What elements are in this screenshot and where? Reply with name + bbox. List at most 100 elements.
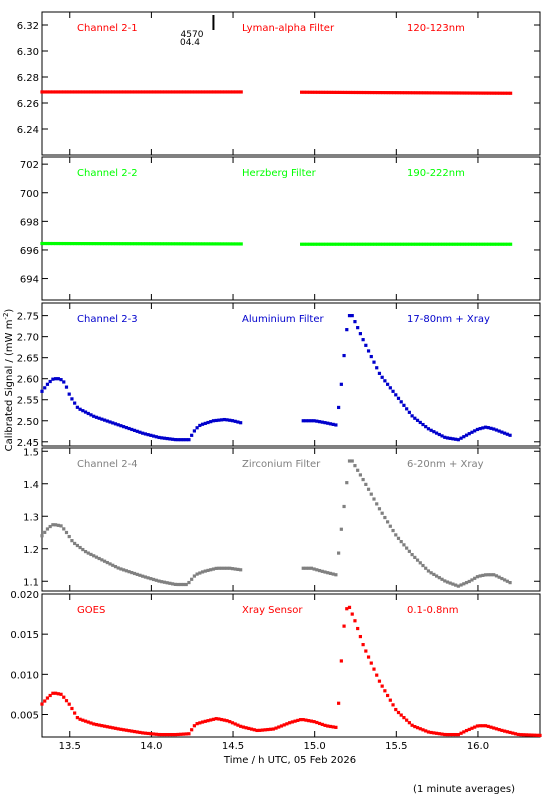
data-point (132, 729, 137, 734)
data-point (357, 242, 361, 246)
data-point (160, 90, 164, 94)
data-point (45, 90, 50, 94)
data-point (108, 420, 112, 424)
data-point (212, 242, 216, 246)
data-point (215, 242, 219, 246)
y-tick-label: 0.010 (10, 670, 39, 681)
data-point (487, 242, 491, 246)
data-point (124, 425, 128, 430)
data-point (434, 431, 439, 435)
data-point (421, 422, 425, 427)
data-point (338, 90, 342, 94)
data-point (154, 578, 158, 582)
data-point (366, 655, 371, 659)
footnote: (1 minute averages) (413, 784, 515, 795)
data-point (432, 572, 436, 577)
data-point (214, 566, 218, 570)
data-point (361, 338, 365, 342)
data-point (473, 91, 477, 95)
y-tick-label: 2.70 (17, 333, 39, 344)
data-point (454, 91, 458, 95)
data-point (419, 242, 423, 246)
data-point (372, 667, 376, 671)
y-tick-label: 6.26 (17, 99, 39, 110)
data-point (326, 421, 330, 425)
data-point (432, 430, 436, 434)
data-point (127, 90, 131, 94)
data-point (62, 90, 66, 94)
data-point (405, 718, 409, 722)
data-point (122, 568, 126, 572)
data-point (495, 242, 499, 246)
data-point (405, 546, 409, 550)
data-point (319, 90, 323, 94)
data-point (362, 90, 366, 95)
data-point (296, 718, 300, 722)
data-point (141, 242, 145, 246)
data-point (383, 379, 387, 383)
x-axis-label: Time / h UTC, 05 Feb 2026 (223, 755, 356, 766)
data-point (380, 684, 384, 688)
data-point (407, 549, 411, 553)
data-point (323, 723, 327, 727)
data-point (217, 717, 221, 721)
data-point (456, 438, 460, 442)
band-label: 17-80nm + Xray (407, 314, 490, 325)
data-point (86, 720, 90, 724)
series-name: GOES (77, 605, 105, 616)
data-point (386, 693, 390, 698)
data-point (293, 719, 297, 723)
data-point (414, 91, 418, 95)
data-point (350, 612, 354, 616)
data-point (324, 90, 328, 94)
data-point (225, 90, 230, 94)
data-point (113, 726, 118, 730)
data-point (434, 731, 439, 735)
data-point (285, 722, 289, 726)
data-point (329, 90, 334, 94)
data-point (323, 570, 327, 574)
data-point (64, 90, 69, 94)
data-point (83, 719, 88, 723)
data-point (70, 397, 74, 401)
data-point (54, 377, 58, 381)
y-tick-label: 0.005 (10, 711, 39, 722)
data-point (410, 414, 414, 418)
data-point (190, 728, 194, 732)
data-point (171, 582, 175, 586)
data-point (78, 407, 82, 411)
data-point (430, 242, 434, 246)
data-point (449, 91, 453, 95)
data-point (102, 559, 107, 563)
data-point (163, 90, 167, 94)
data-point (473, 725, 477, 729)
data-point (89, 552, 93, 557)
data-point (201, 242, 205, 246)
data-point (138, 242, 142, 246)
data-point (165, 732, 169, 737)
data-point (301, 419, 305, 423)
data-point (151, 577, 156, 582)
data-point (113, 422, 118, 426)
data-point (430, 91, 434, 95)
data-point (70, 539, 74, 543)
data-point (386, 382, 390, 386)
data-point (40, 90, 44, 94)
data-point (339, 382, 343, 386)
data-point (241, 725, 245, 729)
data-point (497, 575, 501, 579)
data-point (307, 566, 311, 570)
data-point (337, 551, 341, 555)
data-point (380, 511, 384, 515)
data-point (452, 91, 456, 95)
data-point (331, 572, 335, 576)
data-point (489, 725, 493, 729)
data-point (451, 582, 455, 586)
data-point (67, 534, 71, 539)
data-point (176, 90, 181, 94)
data-point (266, 727, 270, 732)
data-point (54, 691, 58, 695)
data-point (108, 90, 112, 94)
data-point (464, 433, 469, 437)
data-point (317, 420, 322, 424)
